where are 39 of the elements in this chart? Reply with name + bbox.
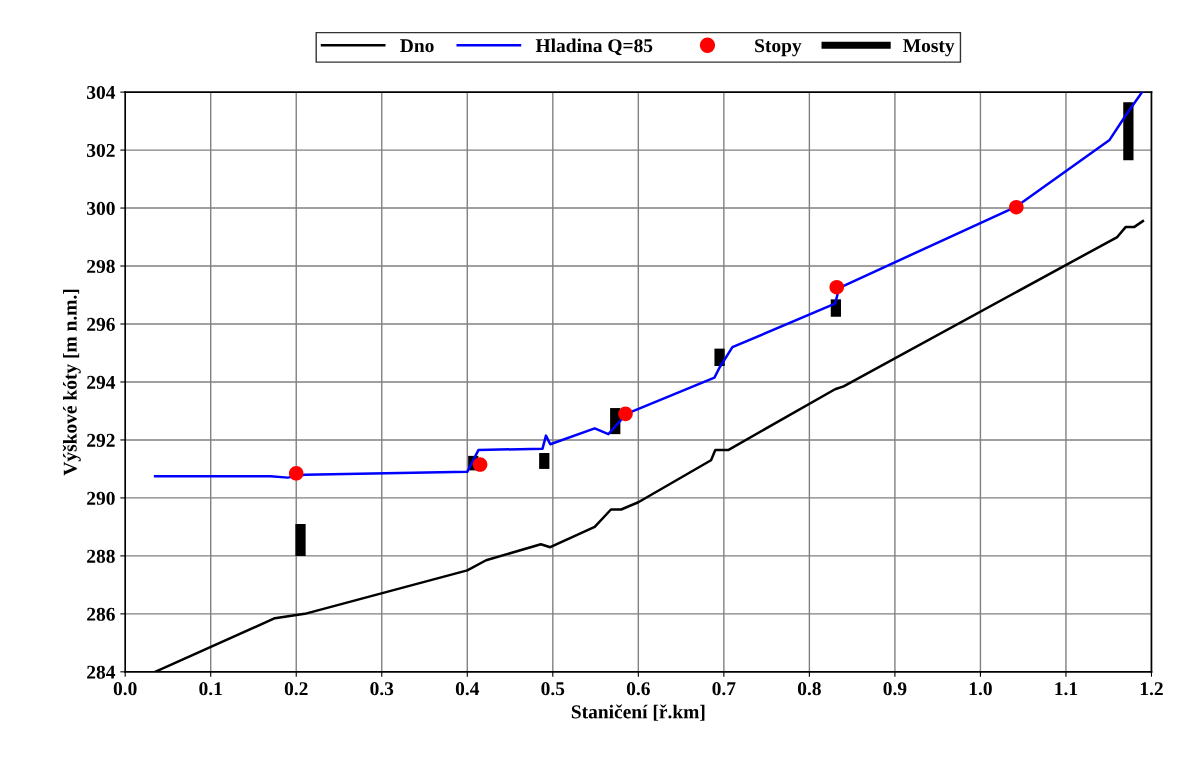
point — [1009, 199, 1024, 215]
x-tick-label: 0.0 — [113, 682, 137, 696]
y-tick-label: 296 — [87, 317, 115, 331]
x-tick-label: 1.2 — [1140, 682, 1163, 696]
y-tick-label: 288 — [87, 549, 115, 563]
y-axis-title: Výškové kóty [m n.m.] — [62, 289, 81, 476]
bar — [295, 524, 306, 556]
y-tick-label: 286 — [87, 607, 115, 621]
legend-label: Mosty — [903, 39, 955, 57]
y-tick-label: 304 — [87, 85, 116, 100]
x-tick-label: 0.8 — [797, 682, 821, 696]
x-tick-label: 0.9 — [883, 682, 907, 696]
point — [829, 279, 845, 295]
x-tick-label: 0.1 — [199, 682, 222, 696]
x-tick-label: 0.7 — [712, 682, 736, 696]
bar — [539, 452, 550, 469]
y-tick-label: 294 — [87, 375, 116, 389]
x-tick-label: 0.6 — [626, 682, 650, 696]
y-tick-label: 300 — [87, 201, 115, 215]
point — [618, 406, 633, 422]
x-tick-label: 0.3 — [370, 682, 394, 696]
x-tick-label: 0.2 — [284, 682, 308, 696]
x-tick-label: 1.1 — [1055, 682, 1078, 696]
y-tick-label: 302 — [87, 143, 115, 158]
line-series — [153, 92, 1144, 479]
y-tick-label: 284 — [87, 665, 116, 679]
x-axis-title: Staničení [ř.km] — [571, 704, 705, 721]
y-tick-label: 292 — [87, 433, 115, 447]
legend-label: Hladina Q=85 — [535, 38, 653, 56]
legend-label: Dno — [400, 39, 434, 53]
bar — [1123, 102, 1134, 161]
y-tick-label: 290 — [87, 491, 115, 505]
point — [288, 465, 304, 481]
x-tick-label: 0.4 — [455, 682, 480, 696]
y-tick-label: 298 — [87, 259, 115, 273]
x-tick-label: 1.0 — [969, 682, 992, 696]
point — [472, 457, 488, 472]
x-tick-label: 0.5 — [541, 682, 565, 696]
legend-label: Stopy — [755, 39, 802, 57]
